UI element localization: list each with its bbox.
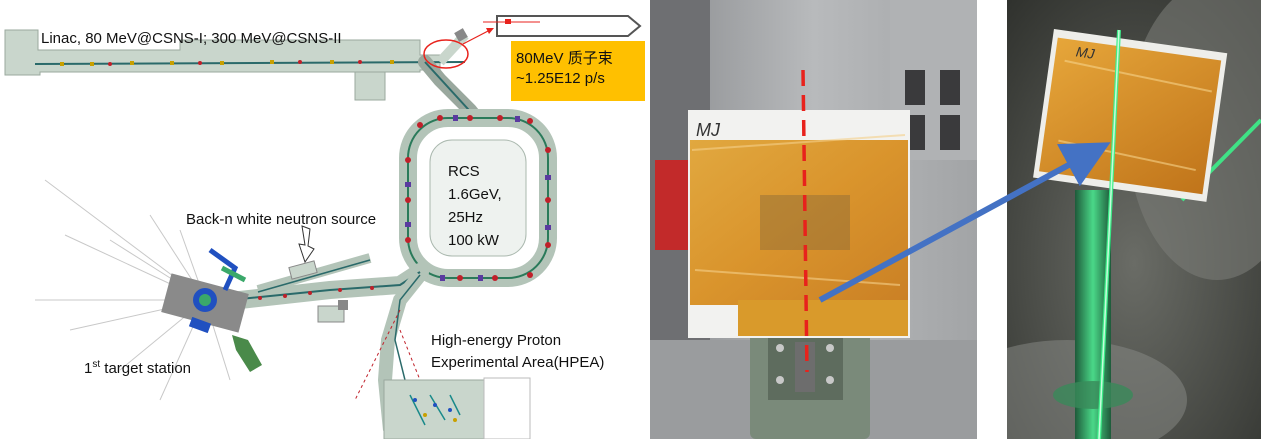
extraction-arrow — [462, 29, 491, 45]
sample-marking: MJ — [696, 120, 721, 140]
backn-label: Back-n white neutron source — [186, 211, 377, 228]
hpea-line1: High-energy Proton — [431, 332, 562, 349]
sample-marking-2: MJ — [1075, 43, 1097, 62]
sample-photo-front: MJ — [650, 0, 977, 439]
linac-building — [4, 29, 466, 101]
target-station-number: 1 — [84, 360, 93, 377]
target-station-label: 1st target station — [84, 359, 191, 377]
target-station-text: target station — [100, 360, 192, 377]
rcs-energy: 1.6GeV, — [448, 186, 502, 203]
beam-intensity-label: ~1.25E12 p/s — [516, 70, 605, 87]
hpea-line2: Experimental Area(HPEA) — [431, 354, 605, 371]
rcs-frequency: 25Hz — [448, 209, 484, 226]
rcs-ring — [399, 109, 557, 287]
csns-facility-diagram — [4, 15, 642, 439]
rcs-label: RCS 1.6GeV, 25Hz 100 kW — [448, 160, 502, 252]
beam-extraction-highlight — [423, 39, 469, 69]
beam-energy-label: 80MeV 质子束 — [516, 50, 613, 67]
rcs-power: 100 kW — [448, 232, 499, 249]
beam-dump-outline — [483, 15, 642, 37]
backn-pointer-arrow — [298, 225, 315, 264]
beam-parameter-box: 80MeV 质子束 ~1.25E12 p/s — [511, 41, 645, 101]
hpea-label: High-energy Proton Experimental Area(HPE… — [431, 330, 604, 374]
target-station-ordinal: st — [92, 359, 101, 370]
rcs-name: RCS — [448, 163, 480, 180]
linac-label: Linac, 80 MeV@CSNS-I; 300 MeV@CSNS-II — [41, 30, 342, 47]
sample-photo-laser-alignment: MJ — [1007, 0, 1261, 439]
hpea-beamline — [354, 270, 531, 439]
target-station — [35, 179, 262, 401]
